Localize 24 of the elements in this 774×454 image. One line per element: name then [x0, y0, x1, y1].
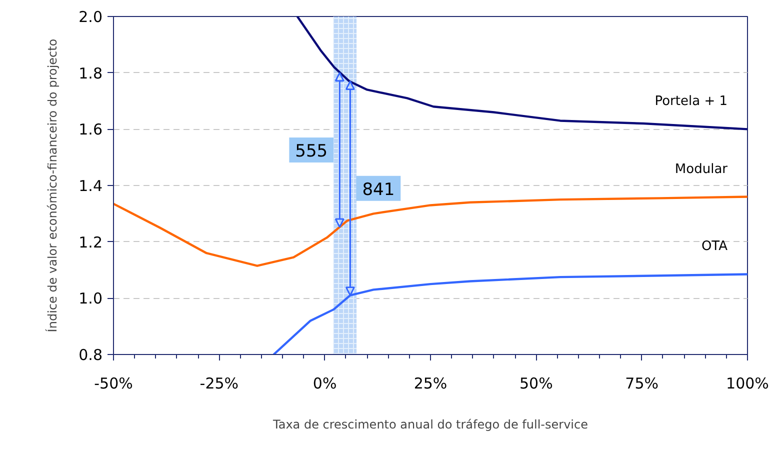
y-tick-label: 1.0: [78, 290, 103, 308]
annotation: 841: [362, 180, 395, 200]
x-tick-label: 100%: [726, 374, 769, 392]
x-axis-title: Taxa de crescimento anual do tráfego de full-service: [272, 418, 588, 432]
x-tick-label: 0%: [312, 374, 337, 392]
x-tick-label: -25%: [200, 374, 239, 392]
x-tick-label: -50%: [94, 374, 133, 392]
y-tick-label: 0.8: [78, 346, 103, 364]
x-tick-label: 50%: [519, 374, 553, 392]
y-tick-label: 2.0: [78, 8, 103, 26]
line-series: [296, 16, 748, 130]
x-tick-label: 75%: [625, 374, 659, 392]
annotation: 555: [295, 141, 328, 162]
y-tick-label: 1.4: [78, 177, 103, 195]
y-tick-label: 1.8: [78, 64, 103, 82]
series-label: OTA: [701, 239, 728, 254]
series-label: Modular: [674, 162, 728, 177]
series-label: Portela + 1: [654, 94, 728, 110]
y-tick-label: 1.6: [78, 120, 103, 139]
x-tick-label: 25%: [414, 374, 448, 392]
y-axis-title: Índice de valor económico-financeiro do projecto: [44, 38, 60, 332]
line-series: [272, 273, 748, 354]
y-tick-label: 1.2: [78, 233, 103, 252]
line-series: [114, 196, 748, 267]
